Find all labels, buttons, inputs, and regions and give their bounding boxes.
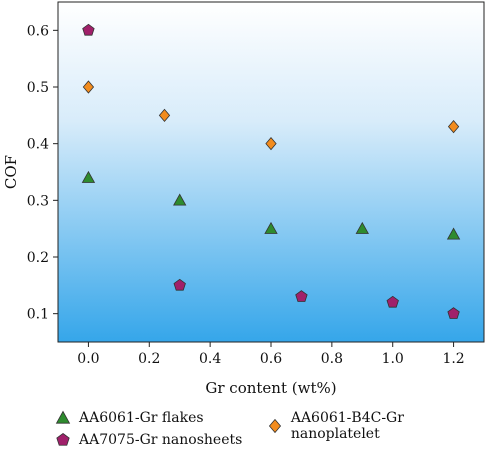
triangle-marker-icon — [55, 410, 71, 424]
y-tick-label-1: 0.2 — [27, 250, 49, 266]
point-series-2-1 — [173, 278, 186, 291]
y-tick-label-2: 0.3 — [27, 193, 49, 209]
point-series-1-1 — [158, 108, 171, 122]
x-axis-label: Gr content (wt%) — [205, 379, 336, 397]
axes: 0.0 0.2 0.4 0.6 0.8 1.0 1.2 0.1 0.2 0.3 0.4 0.5 0.6 — [27, 23, 465, 367]
x-tick-label-1: 0.2 — [138, 351, 160, 367]
x-tick-label-4: 0.8 — [321, 351, 343, 367]
legend: AA6061-Gr flakes AA6061-B4C-Gr nanoplatel… — [55, 408, 495, 450]
legend-label-1: AA6061-B4C-Gr nanoplatelet — [290, 410, 404, 442]
x-tick-label-5: 1.0 — [382, 351, 404, 367]
x-tick-label-3: 0.6 — [260, 351, 282, 367]
chart: 0.0 0.2 0.4 0.6 0.8 1.0 1.20.10.20.30.40.50.6 … — [2, 1, 485, 397]
y-tick-label-3: 0.4 — [27, 137, 49, 153]
pentagon-marker-icon — [56, 433, 70, 446]
y-axis-label: COF — [2, 155, 20, 189]
diamond-marker-icon — [268, 418, 282, 434]
legend-label-2: AA7075-Gr nanosheets — [79, 432, 243, 448]
point-series-0-2 — [264, 221, 278, 234]
legend-item-2: AA7075-Gr nanosheets — [55, 432, 242, 448]
point-series-1-2 — [265, 137, 277, 151]
chart-marks — [81, 23, 461, 319]
point-series-0-4 — [446, 227, 461, 240]
y-tick-label-5: 0.6 — [27, 23, 49, 39]
plot-area — [58, 2, 484, 342]
legend-label-0: AA6061-Gr flakes — [79, 410, 204, 426]
legend-item-1: AA6061-B4C-Gr nanoplatelet — [267, 410, 495, 442]
point-series-2-0 — [82, 23, 95, 36]
x-tick-label-2: 0.4 — [199, 351, 221, 367]
x-tick-label-0: 0.0 — [77, 351, 99, 367]
y-tick-label-0: 0.1 — [27, 307, 49, 323]
point-series-0-0 — [81, 170, 96, 183]
x-tick-label-6: 1.2 — [442, 351, 464, 367]
point-series-1-0 — [82, 80, 95, 94]
legend-item-0: AA6061-Gr flakes — [55, 410, 204, 426]
point-series-0-1 — [173, 193, 187, 206]
point-series-2-3 — [386, 295, 399, 308]
point-series-1-3 — [447, 120, 460, 134]
plot-frame — [57, 1, 485, 343]
point-series-0-3 — [355, 221, 369, 234]
point-series-2-2 — [295, 290, 308, 302]
y-tick-label-4: 0.5 — [27, 80, 49, 96]
point-series-2-4 — [447, 307, 460, 319]
